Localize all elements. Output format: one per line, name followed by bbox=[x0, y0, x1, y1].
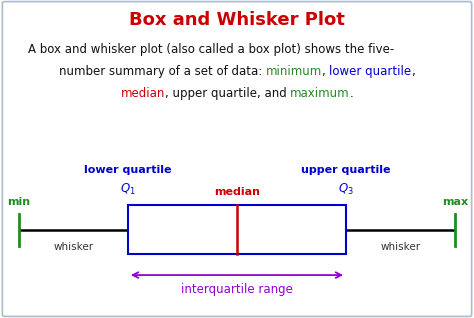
Text: A box and whisker plot (also called a box plot) shows the five-: A box and whisker plot (also called a bo… bbox=[28, 43, 395, 56]
Bar bbox=[128, 205, 346, 254]
Text: maximum: maximum bbox=[290, 87, 350, 100]
Text: interquartile range: interquartile range bbox=[181, 283, 293, 296]
Text: median: median bbox=[214, 187, 260, 197]
Text: whisker: whisker bbox=[54, 242, 93, 252]
Text: upper quartile: upper quartile bbox=[301, 165, 391, 175]
Text: lower quartile: lower quartile bbox=[84, 165, 172, 175]
Text: $Q_3$: $Q_3$ bbox=[338, 182, 354, 197]
Text: max: max bbox=[442, 197, 468, 207]
Text: lower quartile: lower quartile bbox=[329, 65, 411, 78]
Text: Box and Whisker Plot: Box and Whisker Plot bbox=[129, 11, 345, 29]
Text: .: . bbox=[350, 87, 354, 100]
Text: $Q_1$: $Q_1$ bbox=[120, 182, 136, 197]
Text: minimum: minimum bbox=[266, 65, 322, 78]
Text: median: median bbox=[120, 87, 165, 100]
Text: ,: , bbox=[322, 65, 329, 78]
Text: , upper quartile, and: , upper quartile, and bbox=[165, 87, 290, 100]
Text: whisker: whisker bbox=[381, 242, 420, 252]
Text: min: min bbox=[8, 197, 30, 207]
Text: number summary of a set of data:: number summary of a set of data: bbox=[59, 65, 266, 78]
Text: ,: , bbox=[411, 65, 415, 78]
FancyBboxPatch shape bbox=[2, 2, 472, 316]
